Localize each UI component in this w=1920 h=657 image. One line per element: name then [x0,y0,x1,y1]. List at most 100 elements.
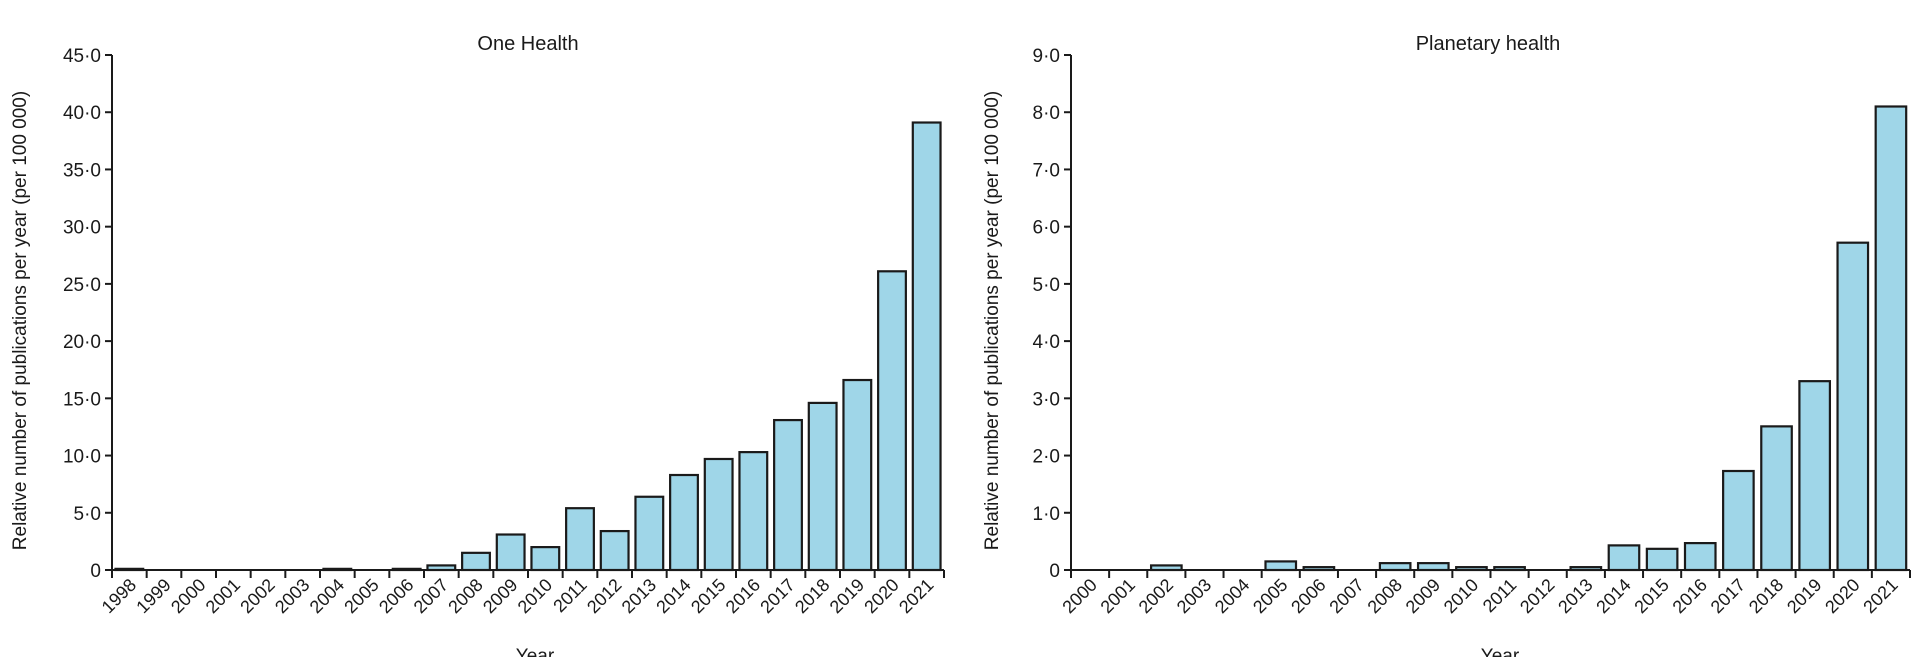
x-tick-label: 2016 [722,575,764,617]
bar-2020 [877,270,907,572]
x-tick-label: 2002 [1135,575,1177,617]
bar-2021 [911,121,942,572]
y-tick-label: 40·0 [63,103,101,124]
y-tick-label: 5·0 [74,504,101,525]
x-tick-label: 2019 [1783,575,1825,617]
bar-2016 [1683,542,1717,572]
x-tick-label: 2009 [1402,575,1444,617]
x-tick-label: 2010 [514,575,556,617]
x-tick-label: 2006 [375,575,417,617]
bar-2006 [391,567,422,572]
bar-2011 [1493,566,1526,572]
bar-2011 [565,507,595,572]
x-tick-label: 2004 [1211,575,1253,617]
x-axis-label: Year [516,646,555,657]
x-tick-label: 2011 [1479,575,1521,617]
x-tick-label: 2006 [1287,575,1329,617]
x-tick-label: 2011 [549,575,591,617]
bar-2016 [738,451,769,572]
x-tick-label: 2008 [444,575,486,617]
y-tick-label: 3·0 [1033,389,1060,410]
bar-2017 [773,418,803,572]
y-tick-label: 20·0 [63,332,101,353]
bar-2020 [1836,241,1870,572]
y-tick-label: 4·0 [1033,332,1060,353]
y-tick-label: 6·0 [1033,218,1060,239]
x-tick-label: 2021 [1859,575,1901,617]
bar-2018 [1760,425,1793,572]
x-tick-label: 2019 [826,575,868,617]
chart-title: One Health [477,33,578,55]
x-tick-label: 2020 [860,575,902,617]
bar-2008 [1378,562,1412,572]
x-tick-label: 2014 [652,575,694,617]
x-tick-label: 2002 [236,575,278,617]
y-tick-label: 30·0 [63,218,101,239]
bar-2007 [426,564,457,572]
x-tick-label: 2020 [1821,575,1863,617]
y-tick-label: 45·0 [63,46,101,67]
x-tick-label: 2015 [1630,575,1672,617]
x-tick-label: 2000 [1058,575,1100,617]
x-tick-label: 2021 [895,575,937,617]
y-axis-label: Relative number of publications per year… [10,91,31,550]
x-tick-label: 2017 [756,575,798,617]
x-tick-label: 2010 [1440,575,1482,617]
bar-2021 [1874,105,1908,572]
bar-2015 [1645,547,1679,572]
bar-2013 [1569,566,1603,572]
y-tick-label: 25·0 [63,275,101,296]
bar-2004 [322,567,353,572]
x-tick-label: 2003 [271,575,313,617]
bar-2002 [1149,564,1183,572]
bar-2013 [634,495,665,572]
x-tick-label: 2018 [1745,575,1787,617]
y-tick-label: 8·0 [1033,103,1060,124]
y-tick-label: 0 [1049,561,1060,582]
bar-1998 [114,567,145,572]
x-tick-label: 1999 [132,575,174,617]
bar-2010 [530,546,561,572]
y-tick-label: 2·0 [1033,447,1060,468]
chart-planetary-health: Planetary health 0 1·0 2·0 3·0 4·0 5·0 6·0 7·0 8·… [982,33,1911,657]
x-tick-label: 2012 [1516,575,1558,617]
x-tick-label: 2015 [687,575,729,617]
x-tick-label: 2000 [167,575,209,617]
y-axis-label: Relative number of publications per year… [982,91,1003,550]
bar-2019 [842,378,873,572]
y-tick-label: 7·0 [1033,160,1060,181]
bar-2009 [495,533,526,572]
bar-2005 [1264,560,1298,572]
bar-2015 [703,457,734,572]
x-tick-label: 2005 [1249,575,1291,617]
y-tick-label: 15·0 [63,389,101,410]
bar-2017 [1722,469,1755,572]
x-tick-label: 2018 [791,575,833,617]
x-tick-label: 2016 [1669,575,1711,617]
x-tick-label: 2005 [340,575,382,617]
bar-2008 [461,551,491,572]
x-tick-label: 2001 [202,575,244,617]
x-axis-label: Year [1481,646,1520,657]
chart-one-health: One Health 0 5·0 10·0 15·0 20·0 25·0 30·0 35·0 40… [10,33,945,657]
bar-2019 [1798,380,1832,572]
x-tick-label: 2001 [1097,575,1139,617]
y-tick-label: 5·0 [1033,275,1060,296]
x-tick-label: 1998 [98,575,140,617]
bar-2012 [599,529,630,572]
bar-2006 [1302,566,1336,572]
bar-2014 [669,473,699,572]
x-tick-label: 2013 [1554,575,1596,617]
y-tick-label: 0 [90,561,101,582]
bar-2009 [1416,562,1450,572]
y-tick-label: 35·0 [63,160,101,181]
x-tick-label: 2009 [479,575,521,617]
x-tick-label: 2003 [1173,575,1215,617]
x-tick-label: 2012 [583,575,625,617]
chart-title: Planetary health [1416,33,1561,55]
bar-2014 [1607,544,1641,572]
x-tick-label: 2017 [1707,575,1749,617]
x-tick-label: 2007 [1325,575,1367,617]
x-tick-label: 2007 [410,575,452,617]
